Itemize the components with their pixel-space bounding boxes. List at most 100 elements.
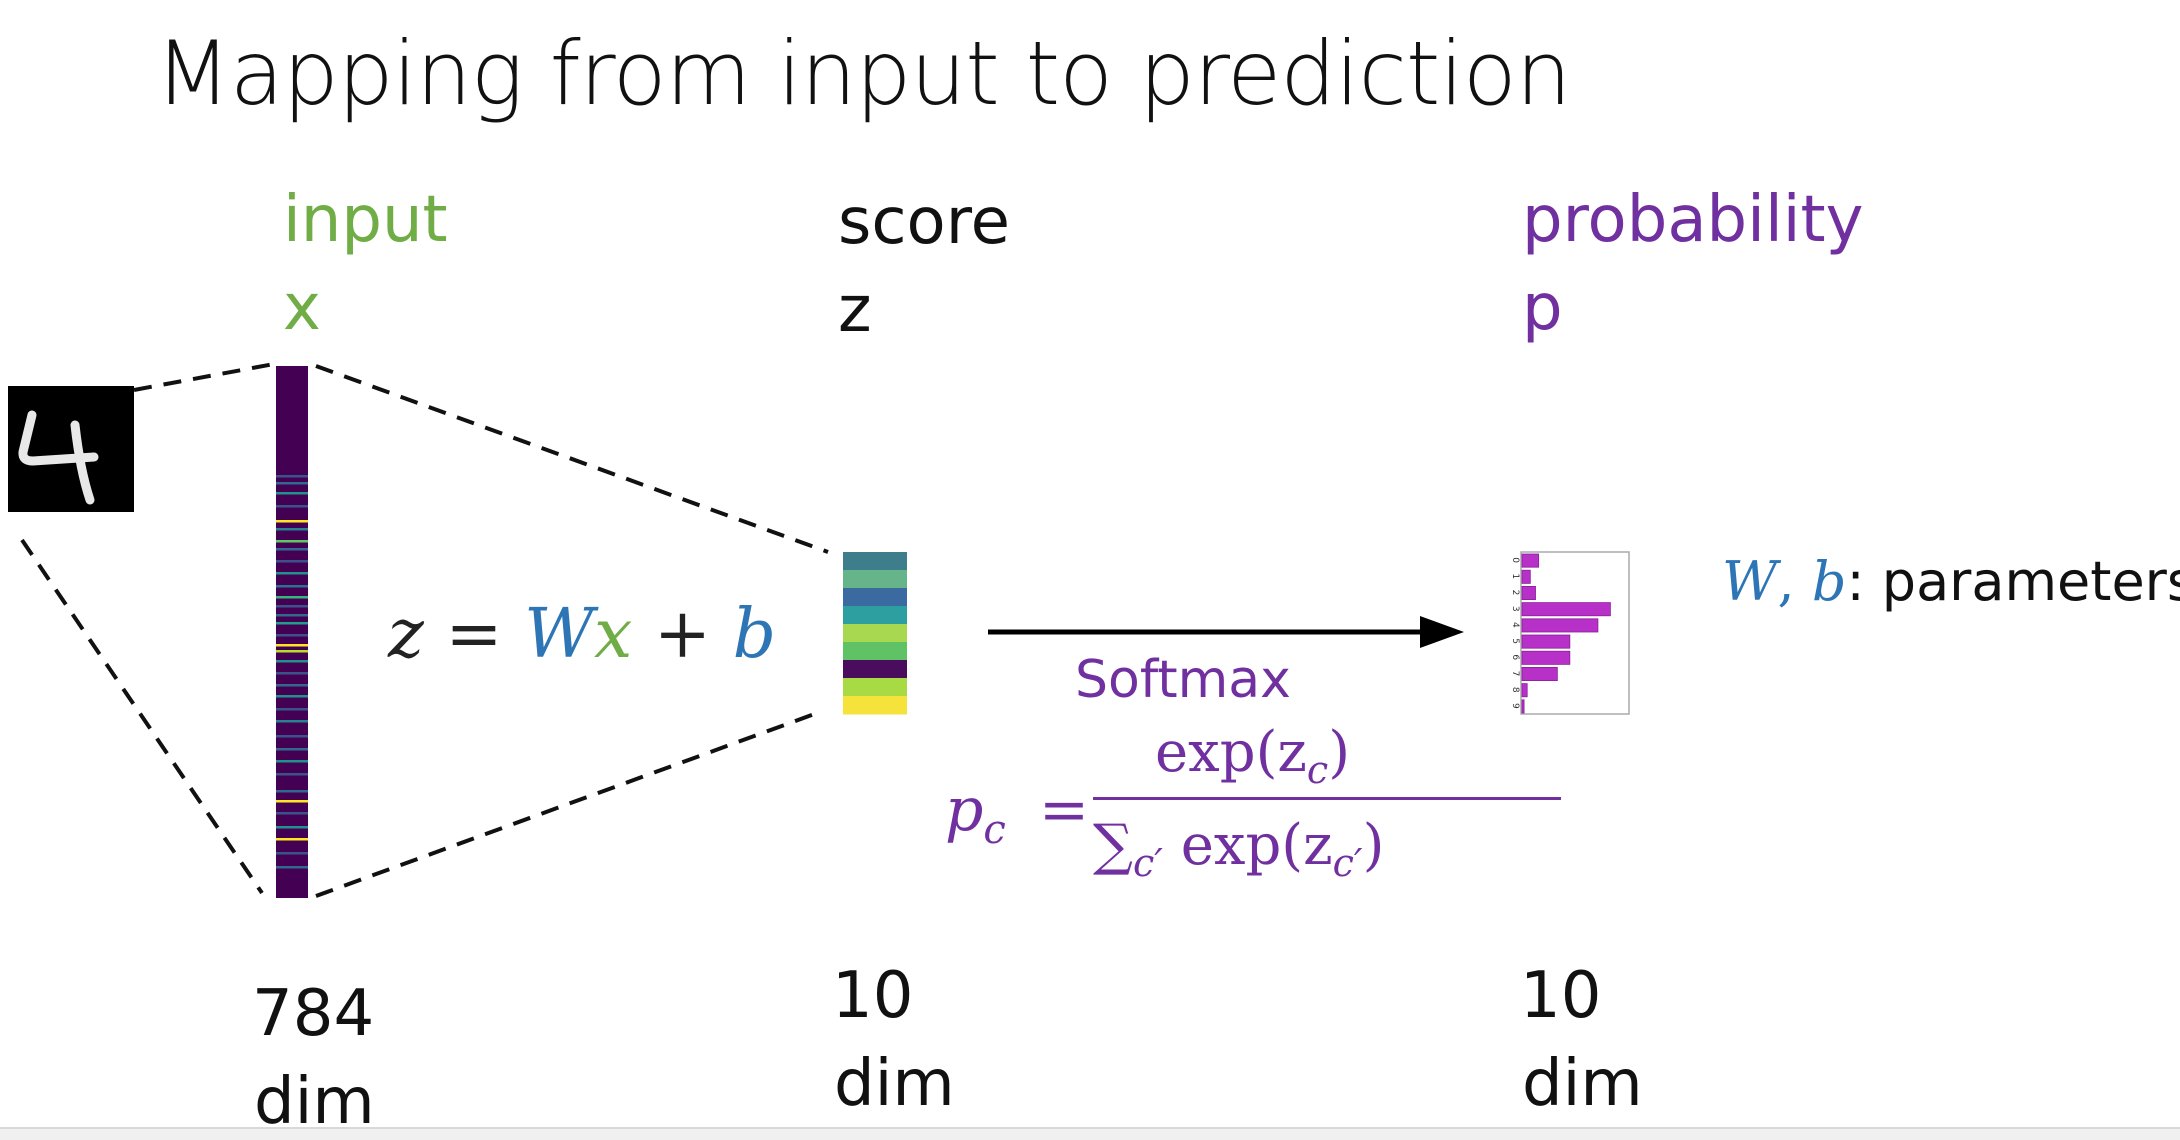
input-symbol: x xyxy=(283,271,321,345)
probability-tick-label: 7 xyxy=(1510,671,1520,677)
input-vector-stripe xyxy=(276,800,308,803)
probability-label: probability xyxy=(1522,183,1864,257)
probability-bar xyxy=(1521,634,1571,649)
score-label: score xyxy=(838,185,1010,259)
input-vector-stripe xyxy=(276,634,308,637)
input-vector-stripe xyxy=(276,605,308,608)
probability-tick-label: 5 xyxy=(1510,638,1520,644)
input-vector-stripe xyxy=(276,695,308,698)
input-connectors xyxy=(20,362,275,895)
probability-bar xyxy=(1521,699,1525,714)
input-vector-stripe xyxy=(276,622,308,625)
score-connectors xyxy=(315,364,829,898)
denominator-sum: ∑ xyxy=(1093,813,1133,878)
input-vector-stripe xyxy=(276,672,308,675)
denominator-sum-sub: c′ xyxy=(1132,841,1163,886)
formula-lhs: pc = xyxy=(945,775,1089,853)
probability-tick-label: 4 xyxy=(1510,622,1520,628)
input-dim-value: 784 xyxy=(252,977,375,1051)
denominator-exp-sub: c′ xyxy=(1332,841,1363,886)
numerator-close: ) xyxy=(1328,720,1351,785)
digit-image xyxy=(8,386,134,512)
probability-bar xyxy=(1521,667,1558,682)
param-b: b xyxy=(1811,550,1847,613)
eq-weight-W: W xyxy=(524,595,594,674)
input-vector-stripe xyxy=(276,838,308,841)
denominator-close: ) xyxy=(1362,813,1385,878)
probability-bar xyxy=(1521,602,1611,617)
input-vector-stripe xyxy=(276,644,308,647)
eq-bias-b: b xyxy=(732,595,777,674)
probability-bar xyxy=(1521,650,1571,665)
input-vector-stripe xyxy=(276,735,308,738)
denominator-exp: exp(z xyxy=(1180,813,1333,878)
input-vector-stripe xyxy=(276,572,308,575)
input-vector-stripe xyxy=(276,528,308,531)
input-vector-stripe xyxy=(276,585,308,588)
input-vector-bar xyxy=(276,366,308,898)
input-vector-stripe xyxy=(276,826,308,829)
score-cell xyxy=(843,696,907,715)
input-vector-stripe xyxy=(276,560,308,563)
input-vector-stripe xyxy=(276,852,308,855)
probability-bar xyxy=(1521,586,1536,601)
probability-tick-label: 0 xyxy=(1510,557,1520,563)
input-vector-stripe xyxy=(276,520,308,523)
input-vector-stripe xyxy=(276,684,308,687)
eq-z-lhs: z xyxy=(388,595,424,674)
input-label: input xyxy=(283,183,448,257)
formula-numerator: exp(zc) xyxy=(1155,720,1350,792)
formula-p: p xyxy=(945,775,984,845)
input-vector-stripe xyxy=(276,812,308,815)
input-vector-stripe xyxy=(276,505,308,508)
numerator-text: exp(z xyxy=(1155,720,1307,785)
probability-tick-label: 3 xyxy=(1510,606,1520,612)
probability-bar-chart: 0 1 2 3 4 5 6 7 8 9 xyxy=(1510,551,1630,715)
score-symbol: z xyxy=(838,273,872,347)
score-vector-bar xyxy=(843,552,907,715)
input-vector-stripe xyxy=(276,760,308,763)
formula-p-sub: c xyxy=(983,807,1006,853)
probability-bar xyxy=(1521,569,1531,584)
input-vector-stripe xyxy=(276,548,308,551)
probability-tick-label: 9 xyxy=(1510,703,1520,709)
probability-symbol: p xyxy=(1522,271,1563,345)
score-cell xyxy=(843,570,907,589)
input-vector-stripe xyxy=(276,660,308,663)
input-vector-stripe xyxy=(276,708,308,711)
input-vector-stripe xyxy=(276,482,308,485)
score-cell xyxy=(843,588,907,607)
probability-tick-label: 8 xyxy=(1510,687,1520,693)
probability-tick-label: 2 xyxy=(1510,590,1520,596)
probability-bar xyxy=(1521,553,1540,568)
eq-plus: + xyxy=(653,595,711,674)
score-cell xyxy=(843,678,907,697)
probability-dim-unit: dim xyxy=(1522,1047,1643,1121)
input-vector-stripe xyxy=(276,650,308,653)
score-cell xyxy=(843,606,907,625)
score-cell xyxy=(843,642,907,661)
eq-equals: = xyxy=(445,595,503,674)
formula-denominator: ∑c′ exp(zc′) xyxy=(1093,813,1384,885)
score-dim-value: 10 xyxy=(832,959,914,1033)
score-cell xyxy=(843,624,907,643)
bottom-scroll-strip xyxy=(0,1127,2180,1140)
linear-equation: z = Wx + b xyxy=(388,595,776,674)
param-W: W xyxy=(1722,550,1778,613)
slide-title: Mapping from input to prediction xyxy=(155,22,1571,125)
probability-bar xyxy=(1521,618,1599,633)
param-comma: , xyxy=(1777,550,1812,613)
probability-chart-frame xyxy=(1520,551,1630,715)
input-vector-stripe xyxy=(276,866,308,869)
eq-input-x: x xyxy=(593,595,633,674)
input-vector-stripe xyxy=(276,720,308,723)
input-dim-unit: dim xyxy=(254,1065,375,1139)
input-vector-stripe xyxy=(276,596,308,599)
probability-tick-label: 1 xyxy=(1510,573,1520,579)
probability-tick-label: 6 xyxy=(1510,654,1520,660)
input-vector-stripe xyxy=(276,614,308,617)
formula-equals: = xyxy=(1038,775,1090,845)
input-vector-stripe xyxy=(276,748,308,751)
softmax-arrow xyxy=(988,616,1464,648)
